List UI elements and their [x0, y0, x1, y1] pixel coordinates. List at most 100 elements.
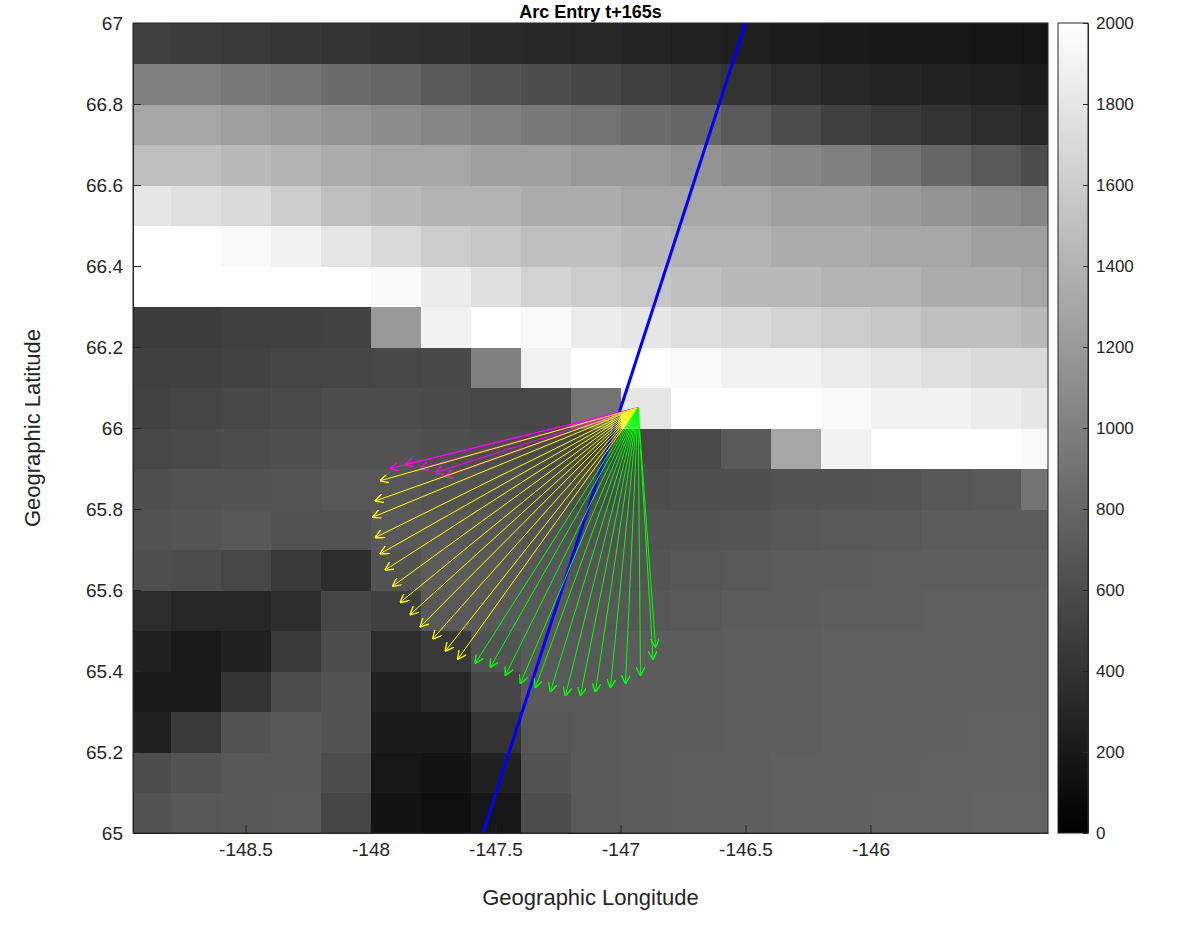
- heat-cell: [971, 185, 1022, 226]
- heat-cell: [621, 550, 672, 591]
- heat-cell: [571, 23, 622, 64]
- heat-cell: [171, 145, 222, 186]
- tick: 400: [1083, 662, 1124, 681]
- heat-cell: [421, 550, 472, 591]
- tick-mark: [1083, 752, 1088, 753]
- heat-cell: [271, 428, 322, 469]
- heat-cell: [133, 712, 171, 753]
- tick-mark: [1083, 428, 1088, 429]
- tick: -147: [602, 825, 640, 860]
- heat-cell: [271, 226, 322, 267]
- heat-cell: [871, 590, 922, 631]
- heat-cell: [421, 307, 472, 348]
- heat-cell: [521, 347, 572, 388]
- heat-cell: [921, 752, 972, 793]
- heat-cell: [771, 64, 822, 105]
- tick-mark: [371, 825, 372, 833]
- tick-label: 65.4: [86, 661, 123, 682]
- heat-cell: [721, 428, 772, 469]
- tick-mark: [1083, 185, 1088, 186]
- tick-label: -146: [852, 839, 890, 860]
- heat-cell: [521, 185, 572, 226]
- heat-cell: [171, 428, 222, 469]
- heat-cell: [721, 631, 772, 672]
- heat-cell: [421, 23, 472, 64]
- heat-cell: [133, 307, 171, 348]
- heat-cell: [521, 226, 572, 267]
- heat-cell: [471, 388, 522, 429]
- colorbar-axis: 0200400600800100012001400160018002000: [1083, 14, 1134, 843]
- plot-area: [133, 23, 1048, 833]
- heat-cell: [421, 226, 472, 267]
- heat-cell: [171, 509, 222, 550]
- tick-mark: [133, 266, 141, 267]
- tick: 200: [1083, 743, 1124, 762]
- heat-cell: [971, 307, 1022, 348]
- heat-cell: [171, 631, 222, 672]
- heat-cell: [571, 671, 622, 712]
- heat-cell: [521, 388, 572, 429]
- heat-cell: [671, 631, 722, 672]
- heat-cell: [471, 712, 522, 753]
- heat-cell: [271, 266, 322, 307]
- heat-cell: [571, 145, 622, 186]
- heat-cell: [771, 226, 822, 267]
- heat-cell: [921, 145, 972, 186]
- heat-cell: [221, 64, 272, 105]
- heat-cell: [221, 266, 272, 307]
- heat-cell: [721, 104, 772, 145]
- heat-cell: [771, 23, 822, 64]
- tick: 66.8: [86, 94, 141, 115]
- tick-label: 65.2: [86, 742, 123, 763]
- heat-cell: [921, 185, 972, 226]
- arrow: [536, 408, 639, 687]
- heat-cell: [1021, 388, 1049, 429]
- tick: -148: [352, 825, 390, 860]
- heat-cell: [921, 64, 972, 105]
- heat-cell: [821, 185, 872, 226]
- tick-mark: [133, 752, 141, 753]
- heat-cell: [271, 347, 322, 388]
- heat-cell: [133, 185, 171, 226]
- tick: 1000: [1083, 419, 1134, 438]
- heat-cell: [871, 388, 922, 429]
- heat-cell: [771, 469, 822, 510]
- heat-cell: [521, 266, 572, 307]
- heat-cell: [771, 185, 822, 226]
- tick: 0: [1083, 824, 1105, 843]
- heat-cell: [171, 550, 222, 591]
- heat-cell: [133, 671, 171, 712]
- heat-cell: [721, 185, 772, 226]
- heat-cell: [1021, 266, 1049, 307]
- tick-label: -148.5: [219, 839, 273, 860]
- heat-cell: [271, 550, 322, 591]
- heat-cell: [721, 671, 772, 712]
- heat-cell: [771, 388, 822, 429]
- heat-cell: [221, 226, 272, 267]
- tick: -146.5: [719, 825, 773, 860]
- tick: 66.2: [86, 337, 141, 358]
- heat-cell: [771, 428, 822, 469]
- heat-cell: [1021, 671, 1049, 712]
- heat-cell: [321, 23, 372, 64]
- heat-cell: [921, 266, 972, 307]
- heat-cell: [371, 145, 422, 186]
- tick-label: 2000: [1096, 14, 1134, 33]
- heat-cell: [771, 347, 822, 388]
- heat-cell: [1021, 509, 1049, 550]
- heat-cell: [371, 185, 422, 226]
- tick-label: 66.6: [86, 175, 123, 196]
- heat-cell: [721, 145, 772, 186]
- heat-cell: [421, 266, 472, 307]
- heat-cell: [721, 23, 772, 64]
- tick: 1600: [1083, 176, 1134, 195]
- tick: -146: [852, 825, 890, 860]
- heat-cell: [821, 550, 872, 591]
- heat-cell: [133, 104, 171, 145]
- heat-cell: [321, 671, 372, 712]
- axis-line: [134, 833, 1049, 834]
- heat-cell: [971, 388, 1022, 429]
- tick-label: 1600: [1096, 176, 1134, 195]
- heat-cell: [1021, 752, 1049, 793]
- heat-cell: [821, 509, 872, 550]
